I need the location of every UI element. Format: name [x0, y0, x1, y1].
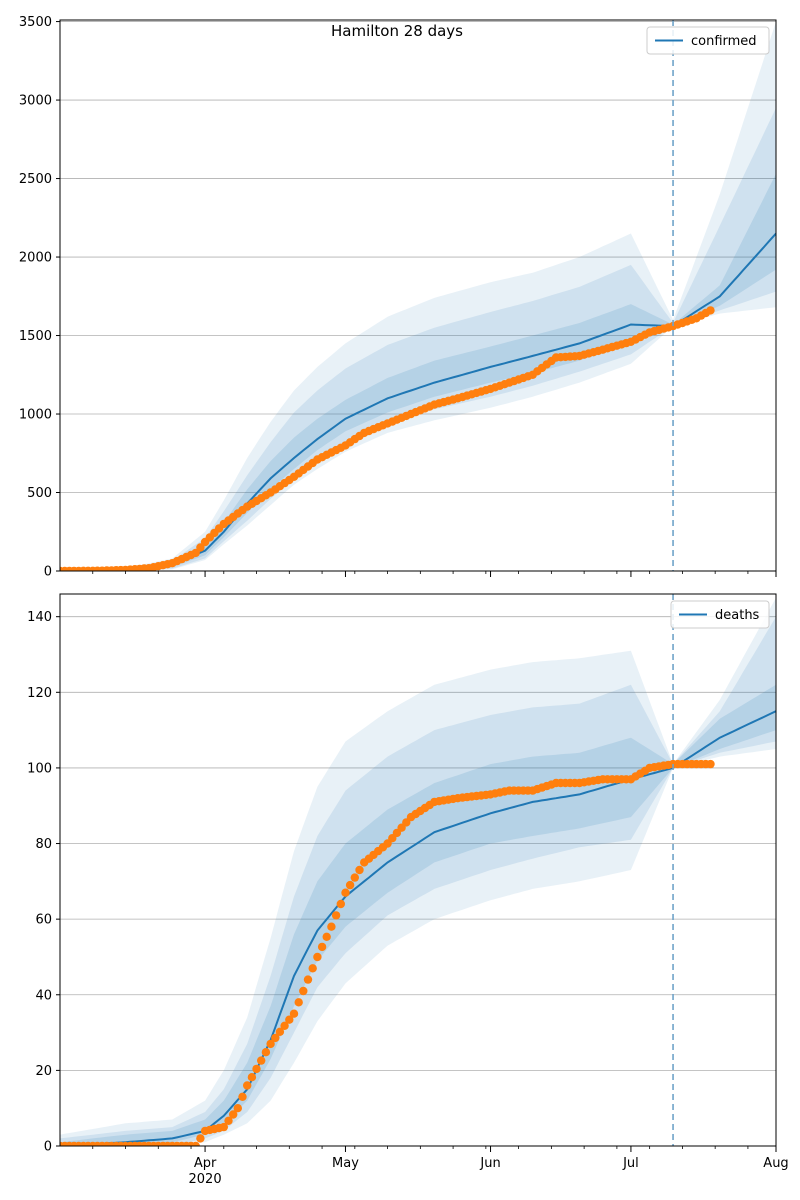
observed-point	[294, 998, 303, 1007]
observed-point	[238, 1092, 247, 1102]
observed-point	[252, 1064, 261, 1074]
x-tick-label: Jun	[479, 1156, 500, 1171]
confirmed-panel: 0 500 1000 1500 2000 2500 3000 3500 confirmed	[19, 15, 777, 580]
observed-point	[322, 932, 331, 941]
observed-point	[706, 306, 715, 315]
y-tick-label: 500	[27, 486, 52, 501]
observed-point	[350, 873, 359, 882]
observed-point	[257, 1056, 266, 1065]
y-tick-label: 120	[27, 686, 52, 701]
uncertainty-band-inner	[60, 173, 776, 571]
observed-point	[308, 964, 317, 973]
legend: confirmed	[646, 26, 770, 55]
legend: deaths	[670, 600, 770, 629]
observed-point	[299, 986, 308, 996]
x-tick-label: Jul	[622, 1156, 639, 1171]
observed-point	[706, 759, 715, 769]
uncertainty-band-second	[60, 107, 776, 571]
observed-point	[261, 1048, 271, 1057]
x-tick-label: May	[332, 1156, 359, 1171]
plot-area	[60, 597, 776, 1146]
observed-point	[327, 922, 336, 931]
legend-box	[646, 26, 770, 55]
y-tick-label: 20	[35, 1064, 52, 1079]
model-median-line	[60, 766, 674, 1146]
observed-point	[280, 1021, 289, 1030]
observed-point	[266, 1039, 275, 1049]
y-tick-label: 1500	[19, 329, 52, 344]
y-tick-label: 40	[35, 988, 52, 1003]
observed-point	[331, 911, 341, 920]
uncertainty-band-outer	[60, 597, 776, 1146]
observed-point	[303, 975, 313, 984]
y-tick-label: 2500	[19, 172, 52, 187]
x-tick-sublabel: 2020	[189, 1172, 222, 1187]
observed-point	[285, 1015, 294, 1024]
plot-frame	[59, 19, 777, 572]
observed-point	[229, 1110, 238, 1119]
plot-area	[60, 21, 776, 571]
x-tick-label: Apr	[194, 1156, 217, 1171]
observed-point	[289, 1009, 299, 1018]
y-tick-label: 140	[27, 610, 52, 625]
observed-point	[336, 899, 345, 909]
observed-point	[275, 1027, 285, 1037]
observed-point	[313, 952, 322, 962]
y-tick-label: 80	[35, 837, 52, 852]
legend-label: deaths	[715, 608, 760, 623]
observed-point	[233, 1104, 242, 1113]
y-tick-label: 100	[27, 761, 52, 776]
observed-point	[317, 942, 327, 952]
uncertainty-band-outer	[60, 21, 776, 571]
uncertainty-band-inner	[60, 684, 776, 1146]
plot-frame	[59, 593, 777, 1147]
observed-point	[191, 1141, 200, 1146]
y-tick-label: 3500	[19, 15, 52, 30]
observed-point	[271, 1033, 280, 1043]
x-tick-label: Aug	[763, 1156, 788, 1171]
observed-point	[196, 543, 205, 552]
legend-label: confirmed	[691, 34, 757, 49]
legend-box	[670, 600, 770, 629]
forecast-median-line	[672, 232, 776, 327]
forecast-median-line	[672, 710, 776, 769]
y-tick-label: 60	[35, 913, 52, 928]
y-tick-label: 2000	[19, 251, 52, 266]
y-tick-label: 1000	[19, 408, 52, 423]
observed-point	[224, 1116, 233, 1126]
observed-point	[196, 1134, 205, 1143]
observed-point	[355, 865, 364, 875]
y-tick-label: 3000	[19, 94, 52, 109]
observed-point	[247, 1073, 257, 1082]
observed-point	[345, 880, 355, 890]
y-tick-label: 0	[44, 565, 52, 580]
observed-point	[341, 888, 350, 897]
figure-title: Hamilton 28 days	[331, 22, 463, 40]
observed-point	[219, 1122, 228, 1132]
uncertainty-band-second	[60, 616, 776, 1146]
observed-point	[243, 1081, 252, 1090]
y-tick-label: 0	[44, 1140, 52, 1155]
observed-point	[191, 548, 200, 558]
